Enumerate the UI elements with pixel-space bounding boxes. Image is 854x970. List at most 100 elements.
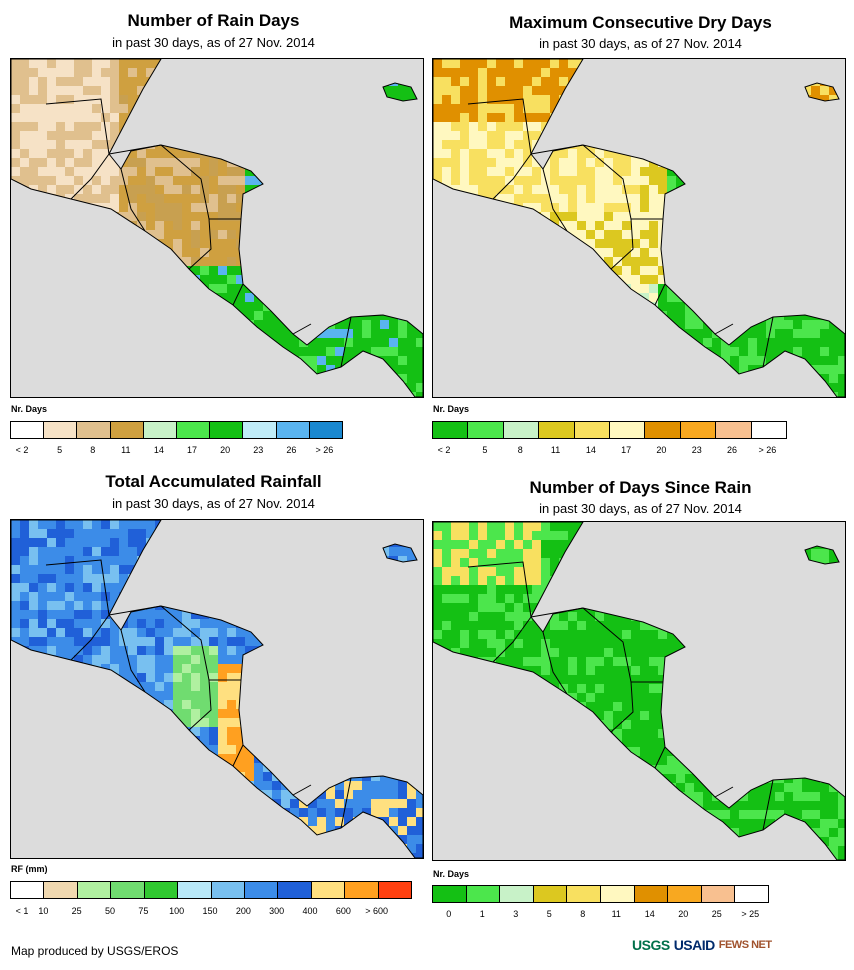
legend-tick-label: 5 <box>57 445 63 455</box>
legend-swatch <box>500 886 534 902</box>
country-borders <box>45 98 352 368</box>
legend-tick-label: 200 <box>235 906 251 916</box>
legend-ticks: 0 1 3 5 8 11 14 20 25 > 25 <box>432 909 767 921</box>
map-total-rainfall <box>10 519 424 859</box>
legend-tick-label: 14 <box>585 445 596 455</box>
jamaica-outline <box>804 545 840 565</box>
legend-label: Nr. Days <box>11 404 48 414</box>
legend-tick-label: 100 <box>169 906 185 916</box>
legend-tick-label: 8 <box>517 445 523 455</box>
legend-tick-label: 1 <box>479 909 485 919</box>
legend-swatch <box>668 886 702 902</box>
legend-tick-label: 5 <box>546 909 552 919</box>
panel-subtitle: in past 30 days, as of 27 Nov. 2014 <box>112 496 315 511</box>
legend-swatch <box>11 882 45 898</box>
land-grid <box>11 520 423 858</box>
legend-swatch <box>433 886 467 902</box>
legend-swatch <box>11 422 45 438</box>
legend-label: Nr. Days <box>433 869 470 879</box>
jamaica-outline <box>382 543 418 563</box>
legend-swatch <box>311 882 346 898</box>
legend-ticks: < 2 5 8 11 14 17 20 23 26 > 26 <box>10 445 341 457</box>
legend-swatch <box>44 882 78 898</box>
legend-swatch <box>210 422 244 438</box>
fewsnet-logo: FEWS NET <box>718 939 772 951</box>
legend-tick-label: 3 <box>513 909 519 919</box>
legend-swatch <box>433 422 469 438</box>
legend-tick-label: < 1 <box>15 906 29 916</box>
jamaica-outline <box>382 82 418 102</box>
legend-swatch <box>177 422 211 438</box>
legend-swatches <box>10 421 343 439</box>
legend-tick-label: 11 <box>550 445 561 455</box>
legend-swatch <box>278 882 312 898</box>
legend-swatch <box>751 422 787 438</box>
legend-swatch <box>466 886 501 902</box>
legend-tick-label: 14 <box>644 909 655 919</box>
legend-tick-label: 50 <box>104 906 116 916</box>
legend-swatch <box>378 882 412 898</box>
panel-title: Total Accumulated Rainfall <box>105 472 322 491</box>
legend-swatch <box>735 886 768 902</box>
panel-rain-days: Number of Rain Days in past 30 days, as … <box>0 0 427 465</box>
map-canvas <box>11 520 423 858</box>
legend-tick-label: 23 <box>253 445 264 455</box>
legend-tick-label: 17 <box>187 445 198 455</box>
panel-title: Maximum Consecutive Dry Days <box>509 13 772 32</box>
legend-label: Nr. Days <box>433 404 470 414</box>
panel-subtitle: in past 30 days, as of 27 Nov. 2014 <box>112 35 315 50</box>
usgs-logo: USGS <box>632 937 670 953</box>
map-dry-days <box>432 58 846 398</box>
legend-label: RF (mm) <box>11 864 48 874</box>
legend-tick-label: 8 <box>580 909 586 919</box>
map-canvas <box>11 59 423 397</box>
legend-swatch <box>243 422 277 438</box>
panel-subtitle: in past 30 days, as of 27 Nov. 2014 <box>539 36 742 51</box>
country-borders <box>467 561 774 831</box>
panel-title: Number of Days Since Rain <box>529 478 752 497</box>
legend-swatch <box>178 882 212 898</box>
legend-swatch <box>345 882 379 898</box>
legend-tick-label: 11 <box>611 909 621 919</box>
legend-tick-label: 25 <box>711 909 722 919</box>
legend-tick-label: 20 <box>656 445 667 455</box>
land-grid <box>433 59 845 397</box>
legend-tick-label: > 600 <box>365 906 389 916</box>
legend-swatch <box>503 422 540 438</box>
legend-swatch <box>634 886 669 902</box>
jamaica-outline <box>804 82 840 102</box>
legend-swatch <box>143 422 178 438</box>
legend-swatch <box>276 422 310 438</box>
legend-tick-label: 25 <box>71 906 82 916</box>
legend-swatch <box>244 882 279 898</box>
legend-swatch <box>600 886 635 902</box>
country-borders <box>467 98 774 368</box>
legend-swatch <box>716 422 752 438</box>
map-canvas <box>433 522 845 860</box>
legend-swatch <box>211 882 245 898</box>
legend-tick-label: 20 <box>220 445 231 455</box>
legend-swatch <box>701 886 736 902</box>
legend-swatch <box>110 422 144 438</box>
legend-tick-label: > 26 <box>315 445 334 455</box>
legend-swatch <box>111 882 145 898</box>
legend-tick-label: 75 <box>138 906 149 916</box>
legend-tick-label: 150 <box>202 906 218 916</box>
panel-dry-days: Maximum Consecutive Dry Days in past 30 … <box>427 0 854 465</box>
legend-swatch <box>645 422 681 438</box>
footer-credit: Map produced by USGS/EROS <box>11 944 179 958</box>
legend-tick-label: 300 <box>269 906 285 916</box>
legend-swatch <box>44 422 78 438</box>
legend-swatch <box>610 422 646 438</box>
panel-total-rainfall: Total Accumulated Rainfall in past 30 da… <box>0 465 427 930</box>
legend-tick-label: > 25 <box>741 909 760 919</box>
usaid-logo: USAID <box>673 937 716 953</box>
legend-tick-label: > 26 <box>758 445 777 455</box>
land-grid <box>11 59 423 397</box>
country-borders <box>45 559 352 829</box>
map-canvas <box>433 59 845 397</box>
legend-tick-label: 23 <box>691 445 702 455</box>
legend-tick-label: 11 <box>121 445 131 455</box>
legend-swatch <box>574 422 611 438</box>
legend-tick-label: 8 <box>90 445 96 455</box>
